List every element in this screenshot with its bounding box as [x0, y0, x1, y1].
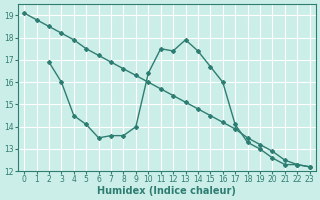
X-axis label: Humidex (Indice chaleur): Humidex (Indice chaleur)	[98, 186, 236, 196]
